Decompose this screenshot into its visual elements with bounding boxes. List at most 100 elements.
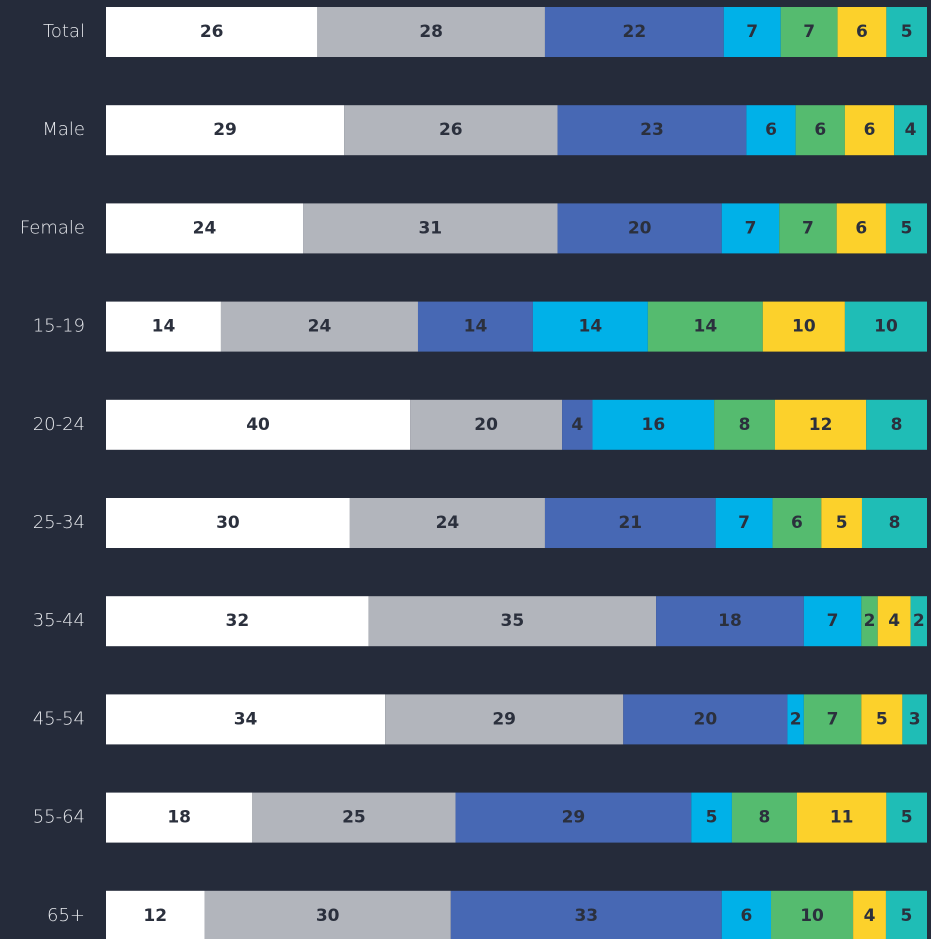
data-label: 4 — [864, 906, 876, 926]
data-label: 7 — [827, 709, 839, 729]
data-label: 32 — [226, 611, 250, 631]
data-label: 12 — [143, 906, 167, 926]
bar-segment — [844, 301, 927, 352]
category-label: 55-64 — [33, 807, 85, 828]
bar-segment — [204, 890, 451, 939]
data-label: 30 — [316, 906, 340, 926]
category-label: 25-34 — [33, 512, 85, 533]
data-label: 20 — [474, 415, 498, 435]
bar-segment — [106, 694, 386, 745]
bar-segment — [656, 596, 804, 647]
category-label: 15-19 — [33, 316, 85, 337]
data-label: 29 — [213, 120, 237, 140]
data-label: 18 — [718, 611, 742, 631]
bar-segment — [647, 301, 763, 352]
category-label: Male — [42, 119, 85, 140]
data-label: 30 — [216, 513, 240, 533]
bar-segment — [220, 301, 418, 352]
data-label: 7 — [803, 22, 815, 42]
data-label: 8 — [891, 415, 903, 435]
category-label: 45-54 — [33, 708, 85, 729]
bar-segment — [562, 399, 593, 450]
bar-segment — [885, 890, 927, 939]
bar-segment — [886, 7, 927, 57]
bar-segment — [844, 105, 895, 156]
data-label: 34 — [234, 709, 258, 729]
bar-segment — [803, 596, 862, 647]
bar-segment — [894, 105, 927, 156]
data-label: 6 — [855, 218, 867, 238]
bar-segment — [861, 596, 878, 647]
bar-segment — [772, 498, 822, 548]
bar-segment — [417, 301, 533, 352]
data-label: 16 — [641, 415, 665, 435]
data-label: 7 — [746, 22, 758, 42]
data-label: 7 — [738, 513, 750, 533]
data-label: 6 — [740, 906, 752, 926]
data-label: 14 — [693, 317, 717, 337]
data-label: 22 — [623, 22, 647, 42]
bar-segment — [106, 301, 221, 352]
data-label: 20 — [628, 218, 652, 238]
bar-segment — [866, 399, 927, 450]
bar-segment — [303, 203, 558, 254]
data-label: 5 — [901, 218, 913, 238]
bar-segment — [836, 203, 886, 254]
category-label: 35-44 — [33, 610, 85, 631]
bar-segment — [623, 694, 788, 745]
data-label: 7 — [745, 218, 757, 238]
data-label: 18 — [167, 808, 191, 828]
bar-segment — [877, 596, 911, 647]
bar-segment — [837, 7, 887, 57]
data-label: 6 — [864, 120, 876, 140]
data-label: 29 — [562, 808, 586, 828]
bar-segment — [796, 792, 887, 843]
bar-segment — [886, 792, 927, 843]
data-label: 26 — [439, 120, 463, 140]
data-label: 14 — [152, 317, 176, 337]
bar-segment — [455, 792, 692, 843]
data-label: 12 — [809, 415, 833, 435]
category-label: 65+ — [47, 905, 85, 926]
category-label: Female — [20, 217, 85, 238]
data-label: 6 — [856, 22, 868, 42]
data-label: 6 — [765, 120, 777, 140]
bar-segment — [385, 694, 624, 745]
bar-segment — [691, 792, 732, 843]
data-label: 14 — [464, 317, 488, 337]
bar-segment — [368, 596, 657, 647]
data-label: 8 — [889, 513, 901, 533]
bar-segment — [532, 301, 648, 352]
bar-segment — [731, 792, 797, 843]
bar-segment — [106, 203, 304, 254]
data-label: 26 — [200, 22, 224, 42]
bar-segment — [762, 301, 845, 352]
bar-segment — [106, 596, 369, 647]
bar-segment — [410, 399, 563, 450]
bar-segment — [252, 792, 456, 843]
bar-segment — [746, 105, 796, 156]
bar-segment — [721, 203, 780, 254]
data-label: 14 — [579, 317, 603, 337]
data-label: 28 — [419, 22, 443, 42]
data-label: 5 — [876, 709, 888, 729]
bar-segment — [557, 203, 722, 254]
bar-segment — [557, 105, 747, 156]
data-label: 24 — [308, 317, 332, 337]
data-label: 4 — [888, 611, 900, 631]
bar-segment — [861, 498, 927, 548]
data-label: 8 — [759, 808, 771, 828]
bar-segment — [803, 694, 862, 745]
bar-segment — [721, 890, 772, 939]
data-label: 4 — [571, 415, 583, 435]
bar-segment — [106, 792, 253, 843]
category-label: Total — [43, 21, 85, 42]
bar-segment — [106, 399, 411, 450]
data-label: 2 — [913, 611, 925, 631]
data-label: 10 — [874, 317, 898, 337]
bar-segment — [780, 7, 838, 57]
data-label: 7 — [827, 611, 839, 631]
bar-segment — [795, 105, 845, 156]
bar-segment — [349, 498, 545, 548]
